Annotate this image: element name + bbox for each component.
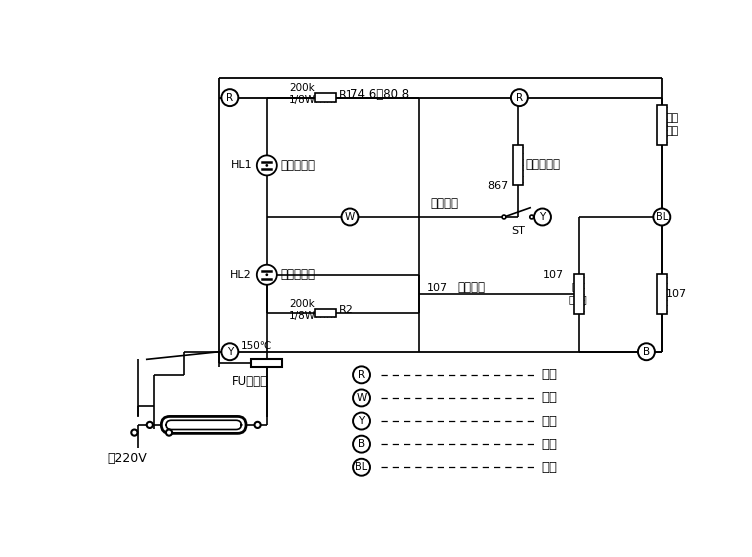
Circle shape [265,273,268,276]
Text: ～220V: ～220V [108,452,147,465]
Text: 蓝色: 蓝色 [541,461,557,474]
Text: Y: Y [359,416,365,426]
Bar [513,145,523,185]
Text: 200k: 200k [290,84,315,94]
Circle shape [534,208,551,226]
Text: R: R [358,370,365,380]
Text: 微动开关: 微动开关 [458,281,486,294]
Circle shape [147,422,153,428]
Text: R: R [516,92,523,102]
Text: 5A: 5A [265,358,279,368]
Text: B: B [643,347,650,356]
Text: 烹煮发热器: 烹煮发热器 [526,158,560,171]
Text: 867: 867 [487,181,508,191]
Circle shape [353,459,370,476]
Circle shape [257,155,277,175]
Circle shape [341,208,359,226]
Text: W: W [356,393,367,403]
Text: BL: BL [356,462,368,472]
Text: BL: BL [656,212,668,222]
Text: 锅身: 锅身 [572,281,584,291]
Text: 黄色: 黄色 [541,414,557,428]
Circle shape [221,89,238,106]
Text: Y: Y [539,212,546,222]
Bar [251,359,282,367]
Circle shape [653,208,670,226]
Bar [314,309,336,317]
Circle shape [257,265,277,285]
Text: R: R [226,92,233,102]
Circle shape [353,389,370,407]
Circle shape [132,429,138,436]
Circle shape [221,343,238,360]
Circle shape [254,422,261,428]
Text: B: B [358,439,365,449]
Text: HL1: HL1 [232,160,253,170]
Text: 107: 107 [543,270,564,280]
Circle shape [511,89,528,106]
Circle shape [353,436,370,453]
Text: 热器: 热器 [666,126,679,136]
Text: R1: R1 [339,90,354,100]
Text: FU熔断器: FU熔断器 [232,375,268,388]
Circle shape [502,215,506,219]
Text: 200k: 200k [290,299,315,309]
Text: W: W [345,212,355,222]
Text: 74.6～80.8: 74.6～80.8 [350,88,409,101]
FancyBboxPatch shape [162,417,246,433]
Text: 盖发: 盖发 [666,114,679,124]
Text: 发热器: 发热器 [569,295,587,304]
Text: 黑色: 黑色 [541,438,557,451]
Bar [314,94,336,102]
Circle shape [529,215,534,219]
Text: ST: ST [511,226,525,236]
Circle shape [638,343,655,360]
Text: 保温指示灯: 保温指示灯 [280,268,316,281]
Bar [575,274,584,314]
Text: Y: Y [227,347,233,356]
Text: 白色: 白色 [541,392,557,404]
Text: 红色: 红色 [541,368,557,382]
Text: 107: 107 [427,283,448,293]
Circle shape [353,413,370,429]
Text: 1/8W: 1/8W [289,311,316,320]
Text: R2: R2 [339,305,354,315]
Text: HL2: HL2 [229,270,251,280]
Circle shape [166,429,172,436]
Circle shape [265,164,268,167]
Circle shape [353,367,370,383]
Text: 1/8W: 1/8W [289,95,316,105]
Bar [656,274,667,314]
Text: 感温开关: 感温开关 [431,197,459,209]
Bar [656,105,667,145]
Text: 107: 107 [666,289,687,299]
Text: 150℃: 150℃ [241,340,272,350]
Text: 烹煮指示灯: 烹煮指示灯 [280,159,316,172]
